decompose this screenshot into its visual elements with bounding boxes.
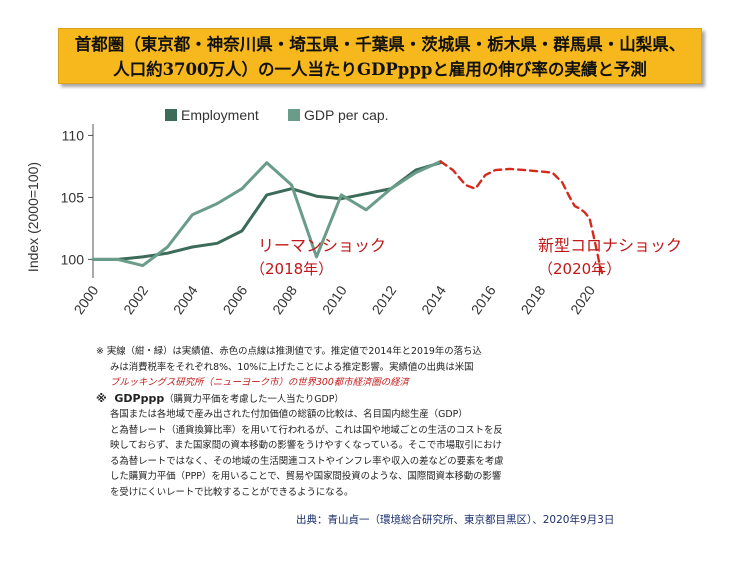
legend-label: Employment xyxy=(181,107,259,123)
y-tick-label: 100 xyxy=(61,251,85,267)
annotation-label: リーマンショック xyxy=(258,236,386,255)
annotations: リーマンショック （2018年） 新型コロナショック （2020年） xyxy=(250,236,682,278)
annotation-sublabel: （2018年） xyxy=(250,260,333,278)
x-tick-label: 2018 xyxy=(517,282,548,317)
y-axis-title: Index (2000=100) xyxy=(25,162,41,272)
title-line-2: 人口約3700万人）の一人当たりGDPpppと雇用の伸び率の実績と予測 xyxy=(113,60,647,79)
y-tick-label: 105 xyxy=(61,189,85,205)
x-tick-label: 2010 xyxy=(319,282,350,317)
note-1-line-2: みは消費税率をそれぞれ8%、10%に上げたことによる推定影響。実績値の出典は米国 xyxy=(110,361,474,373)
x-tick-label: 2012 xyxy=(368,282,399,317)
series-lines xyxy=(91,160,604,275)
note-2-line: 各国または各地域で産み出された付加価値の総額の比較は、名目国内総生産（GDP） xyxy=(110,409,468,420)
x-tick-label: 2014 xyxy=(418,282,449,317)
x-tick-label: 2004 xyxy=(170,282,201,317)
x-tick-label: 2008 xyxy=(269,282,300,317)
legend-swatch xyxy=(165,109,177,121)
x-tick-label: 2002 xyxy=(120,282,151,317)
note-2-line: る為替レートではなく、その地域の生活関連コストやインフレ率や収入の差などの要素を… xyxy=(110,455,504,467)
x-tick-label: 2016 xyxy=(468,282,499,317)
axes: 100 105 110 Index (2000=100) 2000 2002 2004 200… xyxy=(25,124,598,317)
x-tick-label: 2000 xyxy=(70,282,101,317)
legend: Employment GDP per cap. xyxy=(165,107,389,123)
series-line-1 xyxy=(91,160,443,268)
note-2-line: と為替レート（通貨換算比率）を用いて行われるが、これは国や地域ごとの生活のコスト… xyxy=(110,424,503,436)
title-line-1: 首都圏（東京都・神奈川県・埼玉県・千葉県・茨城県・栃木県・群馬県・山梨県、 xyxy=(74,35,686,54)
x-tick-label: 2020 xyxy=(567,282,598,317)
note-mark: ※ xyxy=(96,346,104,357)
note-2-line: 映しておらず、また国家間の資本移動の影響をうけやすくなっている。そこで市場取引に… xyxy=(110,440,502,451)
y-tick-label: 110 xyxy=(62,127,85,143)
note-1-source: ブルッキングス研究所（ニューヨーク市）の世界300都市経済圏の経済 xyxy=(110,377,409,388)
note-2-line: を受けにくいレートで比較することができるようになる。 xyxy=(110,486,354,498)
chart-title: 首都圏（東京都・神奈川県・埼玉県・千葉県・茨城県・栃木県・群馬県・山梨県、 人口… xyxy=(58,28,702,84)
forecast-line xyxy=(439,160,604,275)
x-tick-label: 2006 xyxy=(219,282,250,317)
annotation-label: 新型コロナショック xyxy=(538,236,682,255)
note-1-line-1: ※ 実線（紺・緑）は実績値、赤色の点線は推測値です。推定値で2014年と2019… xyxy=(96,346,482,357)
legend-swatch xyxy=(288,109,300,121)
notes: ※ 実線（紺・緑）は実績値、赤色の点線は推測値です。推定値で2014年と2019… xyxy=(96,344,736,500)
annotation-sublabel: （2020年） xyxy=(538,260,621,278)
note-2-line: した購買力平価（PPP）を用いることで、貿易や国家間投資のような、国際間資本移動… xyxy=(110,471,502,482)
legend-label: GDP per cap. xyxy=(304,107,389,123)
line-chart: 100 105 110 Index (2000=100) 2000 2002 2004 200… xyxy=(25,107,682,317)
source-credit: 出典：青山貞一（環境総合研究所、東京都目黒区）、2020年9月3日 xyxy=(296,514,615,526)
note-2-heading: ※ GDPppp（購買力平価を考慮した一人当たりGDP） xyxy=(96,391,344,405)
series-line-0 xyxy=(91,161,443,261)
